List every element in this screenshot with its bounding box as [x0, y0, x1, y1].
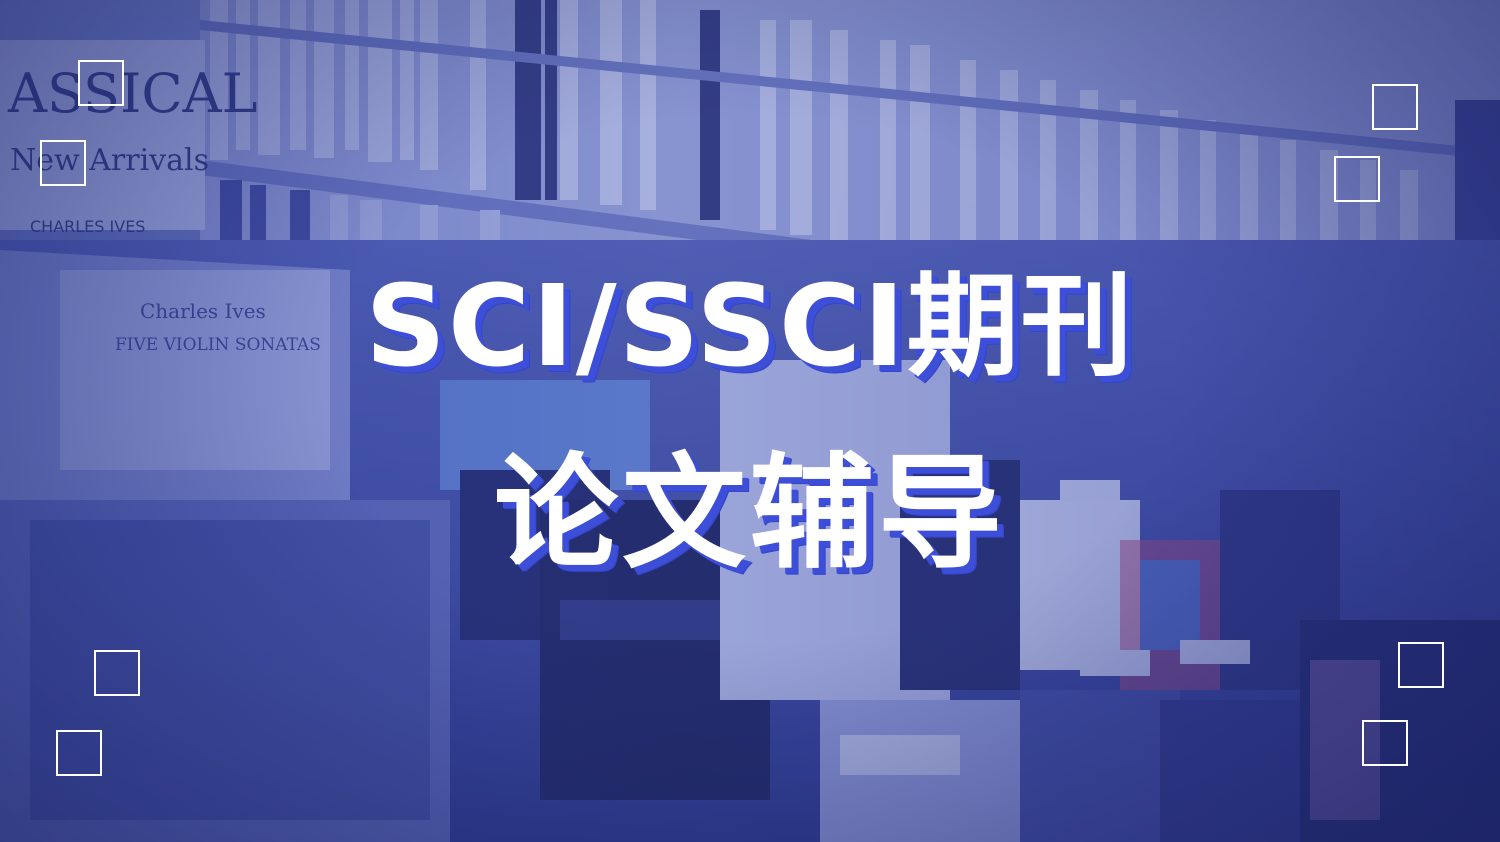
decor-square-bottom-right-2	[1362, 720, 1408, 766]
svg-text:CHARLES IVES: CHARLES IVES	[30, 217, 145, 236]
svg-text:ASSICAL: ASSICAL	[7, 62, 258, 125]
decor-square-top-left-1	[78, 60, 124, 106]
title-line-1: SCI/SSCI期刊	[365, 262, 1135, 392]
decor-square-bottom-left-1	[94, 650, 140, 696]
decor-square-top-right-1	[1372, 84, 1418, 130]
decor-square-bottom-left-2	[56, 730, 102, 776]
decor-square-top-left-2	[40, 140, 86, 186]
decor-square-bottom-right-1	[1398, 642, 1444, 688]
decor-square-top-right-2	[1334, 156, 1380, 202]
title-line-2: 论文辅导	[493, 442, 1006, 586]
